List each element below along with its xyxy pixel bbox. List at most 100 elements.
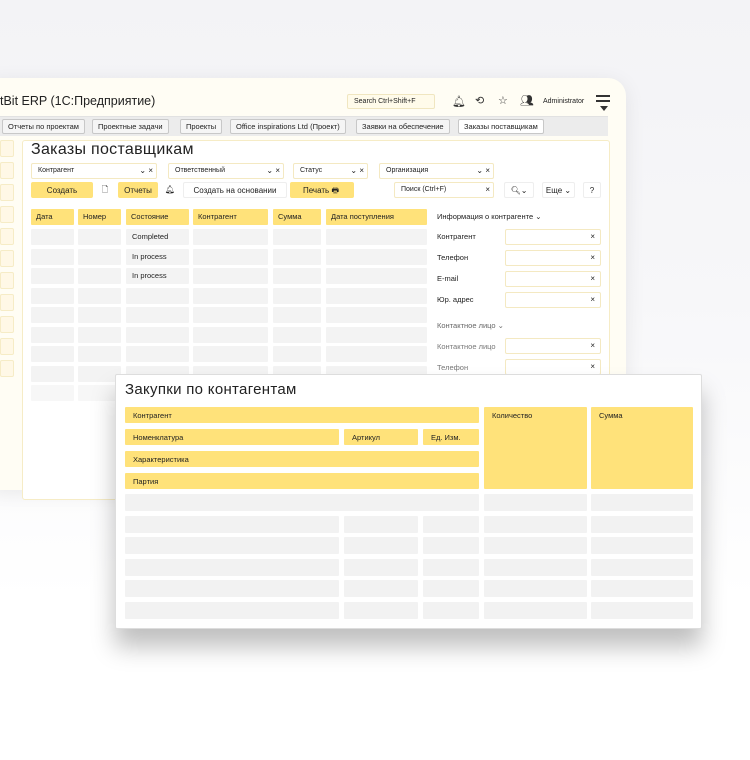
- clear-icon[interactable]: ×: [590, 232, 595, 241]
- table-cell[interactable]: [31, 229, 74, 245]
- table-cell[interactable]: [125, 558, 339, 576]
- tab-supply-requests[interactable]: Заявки на обеспечение: [356, 119, 450, 134]
- sidebar-item[interactable]: [0, 250, 14, 267]
- chevron-close-icon[interactable]: ⌄ ×: [350, 166, 364, 175]
- table-cell[interactable]: [78, 268, 121, 284]
- info-input[interactable]: ×: [505, 250, 601, 266]
- table-cell[interactable]: [31, 248, 74, 265]
- sidebar-item[interactable]: [0, 140, 14, 157]
- table-cell[interactable]: [423, 537, 479, 555]
- print-button[interactable]: Печать 🖶: [290, 182, 354, 198]
- table-cell[interactable]: [484, 580, 587, 598]
- table-cell[interactable]: [591, 537, 693, 555]
- table-cell[interactable]: [126, 326, 189, 343]
- bell-icon[interactable]: 🔔︎: [452, 96, 466, 108]
- table-cell[interactable]: [78, 248, 121, 265]
- table-cell[interactable]: [326, 326, 427, 343]
- table-cell[interactable]: [484, 558, 587, 576]
- table-cell[interactable]: [484, 515, 587, 533]
- table-cell[interactable]: [78, 287, 121, 304]
- tab-projects[interactable]: Проекты: [180, 119, 223, 134]
- table-cell[interactable]: [193, 229, 268, 245]
- table-cell[interactable]: [273, 229, 321, 245]
- chevron-close-icon[interactable]: ⌄ ×: [266, 166, 280, 175]
- table-cell[interactable]: [591, 580, 693, 598]
- info-input[interactable]: ×: [505, 229, 601, 245]
- sidebar-item[interactable]: [0, 206, 14, 223]
- table-cell[interactable]: [326, 229, 427, 245]
- table-cell[interactable]: [326, 287, 427, 304]
- table-cell[interactable]: [591, 515, 693, 533]
- column-header-date[interactable]: Дата: [31, 209, 74, 225]
- table-cell[interactable]: [423, 515, 479, 533]
- tab-supplier-orders[interactable]: Заказы поставщикам: [458, 119, 544, 134]
- table-cell[interactable]: [125, 537, 339, 555]
- clear-icon[interactable]: ×: [590, 253, 595, 262]
- table-cell[interactable]: [78, 229, 121, 245]
- help-button[interactable]: ?: [583, 182, 601, 198]
- table-cell[interactable]: [125, 494, 479, 511]
- table-cell[interactable]: [484, 537, 587, 555]
- users-icon[interactable]: 👥︎: [520, 95, 534, 107]
- tab-office-inspirations[interactable]: Office inspirations Ltd (Проект): [230, 119, 346, 134]
- table-cell[interactable]: [193, 248, 268, 265]
- global-search-input[interactable]: Search Ctrl+Shift+F: [347, 94, 435, 109]
- sidebar-item[interactable]: [0, 184, 14, 201]
- table-cell[interactable]: [31, 307, 74, 323]
- tab-project-tasks[interactable]: Проектные задачи: [92, 119, 169, 134]
- bell-icon[interactable]: 🔔︎: [162, 182, 178, 198]
- table-cell[interactable]: [193, 346, 268, 362]
- table-cell[interactable]: [344, 558, 418, 576]
- table-cell[interactable]: [591, 602, 693, 619]
- tab-project-reports[interactable]: Отчеты по проектам: [2, 119, 85, 134]
- table-cell[interactable]: [125, 580, 339, 598]
- column-header-sum[interactable]: Сумма: [273, 209, 321, 225]
- sidebar-item[interactable]: [0, 294, 14, 311]
- table-cell[interactable]: [78, 385, 121, 401]
- table-cell[interactable]: [125, 515, 339, 533]
- chevron-close-icon[interactable]: ⌄ ×: [476, 166, 490, 175]
- column-header-status[interactable]: Состояние: [126, 209, 189, 225]
- table-cell[interactable]: [423, 602, 479, 619]
- menu-icon[interactable]: [596, 95, 610, 97]
- sidebar-item[interactable]: [0, 228, 14, 245]
- filter-counterparty[interactable]: Контрагент ⌄ ×: [31, 163, 157, 179]
- table-cell[interactable]: [193, 326, 268, 343]
- table-cell[interactable]: [326, 346, 427, 362]
- table-cell[interactable]: [484, 494, 587, 511]
- star-icon[interactable]: ☆: [498, 95, 508, 107]
- table-cell[interactable]: [126, 287, 189, 304]
- table-cell[interactable]: [31, 365, 74, 382]
- table-cell[interactable]: [78, 346, 121, 362]
- table-cell[interactable]: [126, 307, 189, 323]
- sidebar-item[interactable]: [0, 338, 14, 355]
- filter-responsible[interactable]: Ответственный ⌄ ×: [168, 163, 284, 179]
- table-cell[interactable]: [273, 346, 321, 362]
- clear-icon[interactable]: ×: [590, 274, 595, 283]
- sidebar-item[interactable]: [0, 316, 14, 333]
- table-cell[interactable]: [125, 602, 339, 619]
- table-cell[interactable]: [344, 602, 418, 619]
- sidebar-item[interactable]: [0, 162, 14, 179]
- column-header-receipt-date[interactable]: Дата поступления: [326, 209, 427, 225]
- filter-organization[interactable]: Организация ⌄ ×: [379, 163, 494, 179]
- table-cell[interactable]: [78, 307, 121, 323]
- status-cell[interactable]: Completed: [126, 229, 189, 245]
- table-cell[interactable]: [344, 537, 418, 555]
- table-cell[interactable]: [344, 580, 418, 598]
- table-cell[interactable]: [344, 515, 418, 533]
- create-based-button[interactable]: Создать на основании: [183, 182, 287, 198]
- status-cell[interactable]: In process: [126, 268, 189, 284]
- info-input[interactable]: ×: [505, 271, 601, 287]
- contact-section-toggle[interactable]: Контактное лицо ⌄: [437, 321, 504, 330]
- info-input[interactable]: ×: [505, 292, 601, 308]
- clear-icon[interactable]: ×: [590, 341, 595, 350]
- table-cell[interactable]: [78, 365, 121, 382]
- table-cell[interactable]: [31, 385, 74, 401]
- table-cell[interactable]: [273, 268, 321, 284]
- contact-input[interactable]: ×: [505, 359, 601, 375]
- column-header-counterparty[interactable]: Контрагент: [193, 209, 268, 225]
- table-cell[interactable]: [273, 307, 321, 323]
- table-cell[interactable]: [423, 558, 479, 576]
- table-cell[interactable]: [326, 307, 427, 323]
